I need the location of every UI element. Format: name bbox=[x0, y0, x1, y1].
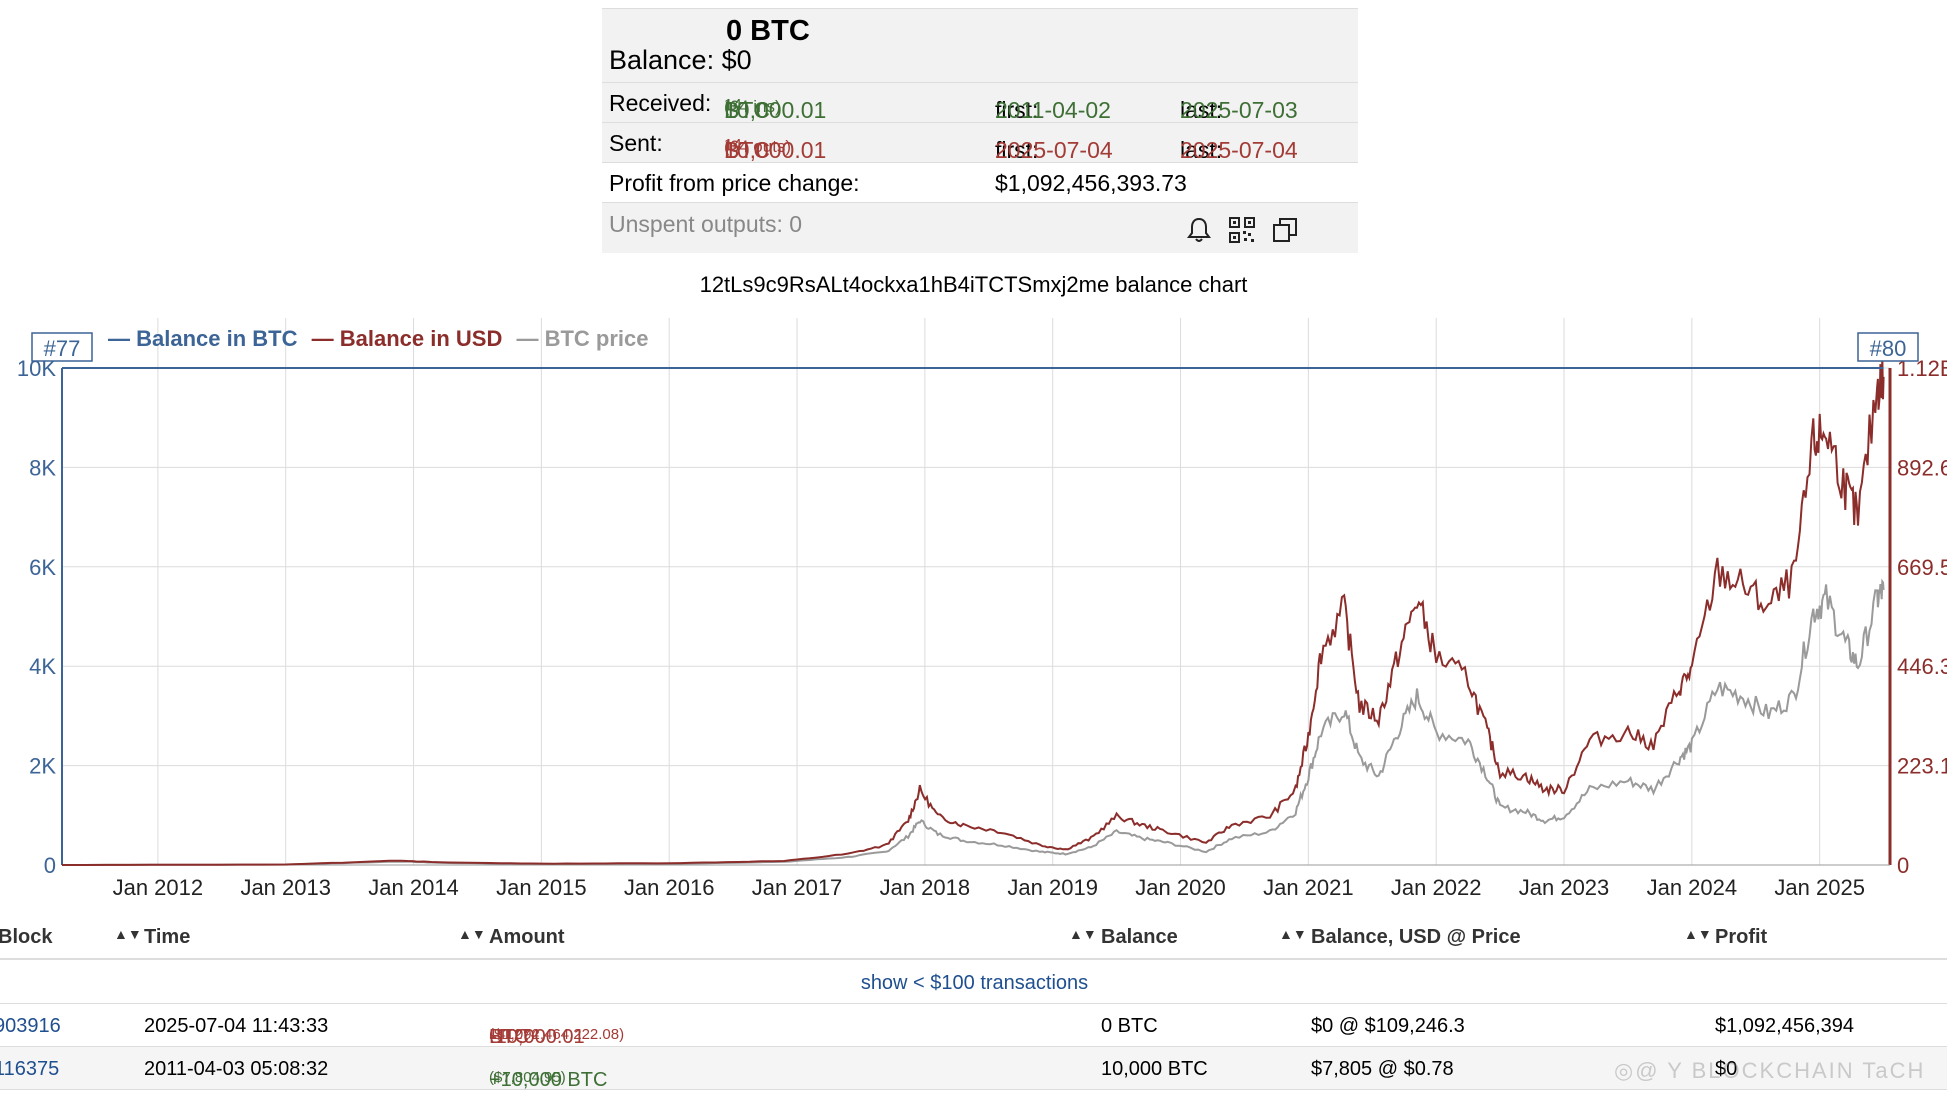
balance-header: 0 BTC Balance: $0 bbox=[602, 8, 1358, 82]
balance-chart: Jan 2012 Jan 2013 Jan 2014 Jan 2015 Jan 2016… bbox=[17, 318, 1947, 900]
x-tick-label: Jan 2016 bbox=[624, 875, 715, 900]
y-right-tick-label: 669.5 bbox=[1897, 555, 1947, 580]
rank-box-right bbox=[1857, 332, 1919, 362]
x-tick-label: Jan 2024 bbox=[1647, 875, 1738, 900]
tx-time: 2025-07-04 11:43:33 bbox=[144, 1015, 329, 1037]
unspent-outputs: Unspent outputs: 0 bbox=[609, 211, 803, 237]
sort-icon[interactable]: ▲▼ bbox=[1684, 926, 1712, 942]
x-tick-label: Jan 2023 bbox=[1519, 875, 1610, 900]
legend-balance-usd[interactable]: — Balance in USD bbox=[311, 326, 503, 351]
col-block[interactable]: Block bbox=[0, 926, 53, 948]
received-row: Received: 10,000.01 14 BTC (64 ins) first… bbox=[602, 82, 1358, 123]
chart-grid bbox=[62, 318, 1890, 866]
y-left-tick-label: 6K bbox=[29, 555, 56, 580]
x-tick-label: Jan 2022 bbox=[1391, 875, 1482, 900]
received-label: Received: bbox=[609, 90, 712, 116]
x-tick-label: Jan 2020 bbox=[1135, 875, 1226, 900]
col-profit[interactable]: Profit bbox=[1715, 926, 1768, 948]
rank-right: #80 bbox=[1870, 336, 1907, 361]
x-tick-label: Jan 2019 bbox=[1007, 875, 1098, 900]
show-small-row: show < $100 transactions bbox=[0, 960, 1947, 1004]
y-left-tick-label: 4K bbox=[29, 654, 56, 679]
chart-title: 12tLs9c9RsALt4ockxa1hB4iTCTSmxj2me balan… bbox=[699, 272, 1248, 297]
y-left-tick-label: 2K bbox=[29, 754, 56, 779]
profit-value: $1,092,456,393.73 bbox=[995, 170, 1187, 196]
profit-label: Profit from price change: bbox=[609, 170, 860, 196]
x-tick-label: Jan 2015 bbox=[496, 875, 587, 900]
sort-icon[interactable]: ▲▼ bbox=[1279, 926, 1307, 942]
rank-box-left bbox=[31, 332, 93, 362]
x-tick-label: Jan 2013 bbox=[240, 875, 331, 900]
y-left-tick-label: 8K bbox=[29, 455, 56, 480]
tx-time: 2011-04-03 05:08:32 bbox=[144, 1058, 329, 1080]
block-link[interactable]: 903916 bbox=[0, 1015, 61, 1037]
chart-labels: Jan 2012 Jan 2013 Jan 2014 Jan 2015 Jan 2016… bbox=[17, 332, 1947, 900]
x-tick-label: Jan 2014 bbox=[368, 875, 459, 900]
col-balance-usd[interactable]: Balance, USD @ Price bbox=[1311, 926, 1521, 948]
y-right-tick-label: 446.3 bbox=[1897, 654, 1947, 679]
chart-axes bbox=[61, 368, 1892, 866]
chart-series bbox=[62, 355, 1885, 866]
x-tick-label: Jan 2021 bbox=[1263, 875, 1354, 900]
sort-icon[interactable]: ▲▼ bbox=[1069, 926, 1097, 942]
tx-balance: 0 BTC bbox=[1101, 1015, 1158, 1037]
x-tick-label: Jan 2018 bbox=[880, 875, 971, 900]
legend-btc-price[interactable]: — BTC price bbox=[516, 326, 649, 351]
y-right-tick-label: 892.6 bbox=[1897, 455, 1947, 480]
table-header: Block ▲▼ Time ▲▼ Amount ▲▼ Balance ▲▼ Ba… bbox=[0, 914, 1947, 960]
legend-balance-btc[interactable]: — Balance in BTC bbox=[108, 326, 298, 351]
y-left-tick-label: 0 bbox=[44, 853, 56, 878]
show-small-transactions-link[interactable]: show < $100 transactions bbox=[860, 972, 1089, 994]
unspent-row: Unspent outputs: 0 bbox=[602, 202, 1358, 253]
series-balance-usd bbox=[62, 355, 1885, 866]
x-tick-label: Jan 2017 bbox=[752, 875, 843, 900]
address-summary: 0 BTC Balance: $0 Received: 10,000.01 14 … bbox=[602, 8, 1358, 253]
tx-balance: 10,000 BTC bbox=[1101, 1058, 1208, 1080]
sent-row: Sent: 10,000.01 14 BTC (64 outs) first: 2… bbox=[602, 122, 1358, 163]
tx-profit: $1,092,456,394 bbox=[1715, 1015, 1855, 1037]
block-link[interactable]: 116375 bbox=[0, 1058, 60, 1080]
profit-row: Profit from price change: $1,092,456,393… bbox=[602, 162, 1358, 202]
sent-label: Sent: bbox=[609, 130, 663, 156]
tx-balance-usd: $0 @ $109,246.3 bbox=[1311, 1015, 1465, 1037]
sort-icon[interactable]: ▲▼ bbox=[114, 926, 142, 942]
y-right-tick-label: 223.1 bbox=[1897, 754, 1947, 779]
sort-icon[interactable]: ▲▼ bbox=[458, 926, 486, 942]
x-tick-label: Jan 2012 bbox=[113, 875, 204, 900]
table-row: 116375 2011-04-03 05:08:32 +10,000 BTC (… bbox=[0, 1047, 1947, 1091]
y-right-tick-label: 0 bbox=[1897, 853, 1909, 878]
tx-balance-usd: $7,805 @ $0.78 bbox=[1311, 1058, 1454, 1080]
col-balance[interactable]: Balance bbox=[1101, 926, 1178, 948]
table-row: 903916 2025-07-04 11:43:33 -10,000.01 141… bbox=[0, 1004, 1947, 1048]
col-amount[interactable]: Amount bbox=[489, 926, 565, 948]
x-tick-label: Jan 2025 bbox=[1774, 875, 1865, 900]
qr-code-icon[interactable] bbox=[1227, 215, 1257, 245]
transactions-table: Block ▲▼ Time ▲▼ Amount ▲▼ Balance ▲▼ Ba… bbox=[0, 914, 1947, 1091]
chart-legend: — Balance in BTC — Balance in USD — BTC … bbox=[108, 326, 656, 352]
series-btc-price bbox=[62, 578, 1885, 866]
rank-left: #77 bbox=[44, 336, 81, 361]
col-time[interactable]: Time bbox=[144, 926, 191, 948]
balance-btc: 0 BTC bbox=[726, 15, 810, 47]
balance-usd: Balance: $0 bbox=[609, 45, 752, 75]
copy-icon[interactable] bbox=[1270, 215, 1300, 245]
watermark: ◎@ Y BLOCKCHAIN TaCH bbox=[1614, 1058, 1926, 1083]
tx-profit: $0 bbox=[1715, 1058, 1738, 1080]
bell-icon[interactable] bbox=[1184, 215, 1214, 245]
